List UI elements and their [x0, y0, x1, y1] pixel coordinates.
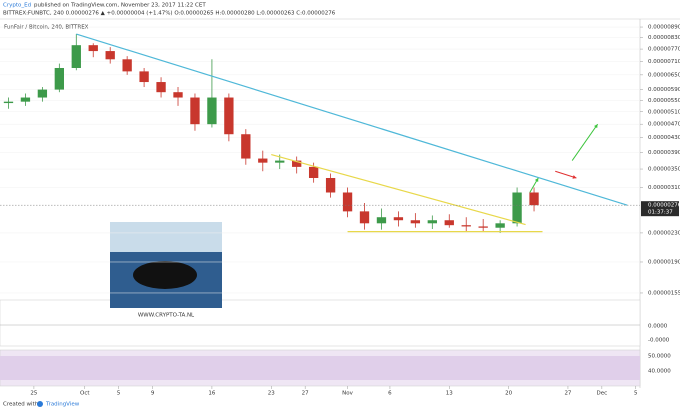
arrow [555, 170, 577, 179]
footer-brand[interactable]: TradingView [45, 402, 80, 408]
y-tick-label: 0.00000590 [648, 87, 680, 93]
x-tick-label: 5 [634, 391, 638, 397]
y-tick-label: 0.00000430 [648, 135, 680, 141]
symbol-line: BITTREX:FUNBTC, 240 0.00000276 ▲ +0.0000… [3, 11, 336, 17]
candle-body [410, 220, 421, 224]
y-tick-label: 0.00000310 [648, 185, 680, 191]
x-tick-label: 23 [268, 391, 275, 397]
last-price-label: 0.00000276 [648, 203, 680, 209]
macd-panel [0, 299, 641, 347]
footer-logo [37, 401, 43, 407]
chart-title: FunFair / Bitcoin, 240, BITTREX [4, 25, 89, 31]
candle-body [512, 192, 522, 224]
y-tick-label: 0.00000650 [648, 72, 680, 78]
x-tick-label: 25 [30, 391, 37, 397]
candle-body [342, 192, 353, 212]
y-tick-label: 0.00000890 [648, 25, 680, 31]
x-tick-label: 5 [117, 391, 121, 397]
candle-body [20, 97, 31, 102]
candle-body [495, 223, 505, 228]
candle-body [325, 177, 336, 193]
author[interactable]: Crypto_Ed [3, 3, 31, 9]
arrow [571, 123, 599, 161]
x-tick-label: 27 [302, 391, 309, 397]
rsi-tick-label: 40.0000 [648, 369, 671, 375]
rsi-band [0, 356, 640, 380]
y-tick-label: 0.00000190 [648, 259, 680, 265]
candle-body [478, 226, 488, 228]
image-orca [133, 261, 197, 289]
candle-body [292, 160, 302, 167]
candle-body [54, 67, 64, 90]
footer-created: Created with [3, 402, 39, 408]
x-tick-label: Nov [342, 391, 353, 397]
trend-line [271, 153, 526, 226]
image-sky [110, 222, 222, 252]
candle-body [207, 97, 217, 125]
y-tick-label: 0.00000710 [648, 59, 680, 65]
arrow-head [572, 175, 577, 179]
candle-body [359, 211, 370, 224]
candle-body [241, 134, 251, 159]
x-tick-label: 9 [151, 391, 155, 397]
candle-body [444, 220, 454, 226]
arrow-head [594, 124, 598, 129]
candle-body [461, 225, 471, 227]
candle-body [173, 92, 183, 98]
watermark-image: WWW.CRYPTO-TA.NL [110, 222, 222, 322]
macd-tick-label: 0.0000 [648, 324, 668, 330]
countdown: 01:37:37 [648, 210, 673, 216]
trend-line [76, 33, 628, 206]
published: published on TradingView.com, November 2… [34, 3, 206, 9]
candle-body [376, 217, 387, 224]
candle-body [258, 158, 268, 163]
x-tick-label: 6 [388, 391, 392, 397]
y-tick-label: 0.00000770 [648, 47, 680, 53]
candle-body [308, 166, 319, 178]
y-tick-label: 0.00000550 [648, 98, 680, 104]
candle-body [139, 71, 149, 83]
candle-body [156, 82, 166, 93]
arrow-head [534, 177, 539, 182]
plot [0, 26, 640, 294]
x-tick-label: 27 [564, 391, 571, 397]
x-tick-label: Oct [80, 391, 90, 397]
y-tick-label: 0.00000350 [648, 167, 680, 173]
y-tick-label: 0.00000230 [648, 230, 680, 236]
watermark: WWW.CRYPTO-TA.NL [138, 313, 195, 319]
image-caption-bg [110, 308, 222, 322]
y-tick-label: 0.00000470 [648, 122, 680, 128]
x-tick-label: 16 [208, 391, 215, 397]
candle-body [190, 97, 200, 125]
last-price-badge [641, 201, 679, 217]
candle-body [105, 51, 115, 60]
candle-body [37, 89, 48, 98]
y-tick-label: 0.00000155 [648, 290, 680, 296]
y-tick-label: 0.00000830 [648, 35, 680, 41]
macd-tick-label: -0.0000 [648, 338, 670, 344]
candle-body [224, 97, 234, 135]
candle-body [3, 101, 14, 104]
candle-body [88, 45, 98, 52]
x-tick-label: Dec [597, 391, 608, 397]
rsi-tick-label: 50.0000 [648, 354, 671, 360]
candle-body [393, 217, 404, 221]
y-tick-label: 0.00000510 [648, 109, 680, 115]
candle-body [529, 192, 539, 206]
candle-body [275, 160, 285, 163]
y-tick-label: 0.00000390 [648, 150, 680, 156]
candle-body [427, 220, 437, 224]
candle-body [71, 45, 81, 68]
x-tick-label: 13 [446, 391, 453, 397]
candle-body [122, 59, 132, 72]
x-tick-label: 20 [505, 391, 512, 397]
